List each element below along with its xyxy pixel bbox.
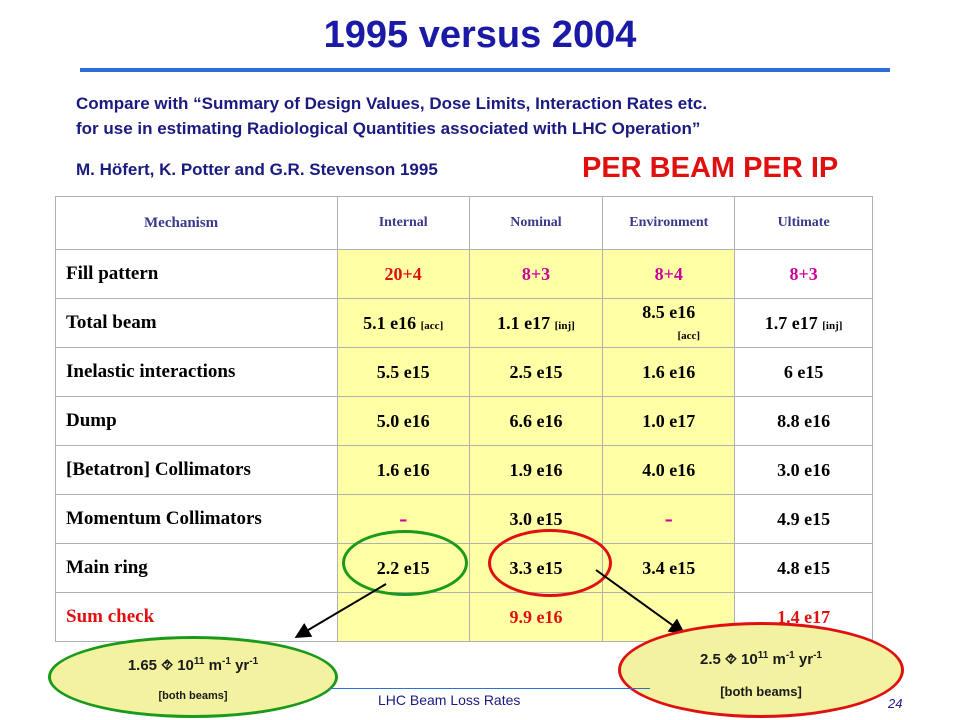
callout-right-note: [both beams] bbox=[720, 684, 802, 699]
cell-environment: 1.6 e16 bbox=[602, 347, 736, 397]
cell-value: 1.1 e17 bbox=[497, 312, 551, 333]
cell-note: [inj] bbox=[554, 319, 575, 332]
table-row: Momentum Collimators - 3.0 e15 - 4.9 e15 bbox=[55, 494, 873, 544]
header-internal: Internal bbox=[336, 196, 470, 250]
row-label: Inelastic interactions bbox=[55, 347, 338, 397]
cell-internal bbox=[336, 592, 470, 642]
table-row: Total beam 5.1 e16 [acc] 1.1 e17 [inj] 8… bbox=[55, 298, 873, 348]
cell-nominal: 1.1 e17 [inj] bbox=[468, 298, 604, 348]
table-row: Inelastic interactions 5.5 e15 2.5 e15 1… bbox=[55, 347, 873, 397]
row-label: Dump bbox=[55, 396, 338, 446]
cell-environment: 1.0 e17 bbox=[602, 396, 736, 446]
cell-internal: 20+4 bbox=[336, 249, 470, 299]
arrow-right bbox=[595, 569, 686, 635]
highlight-circle-internal bbox=[342, 530, 468, 596]
diamond-icon: ⯑ bbox=[161, 657, 174, 674]
footer-title: LHC Beam Loss Rates bbox=[378, 692, 521, 708]
cell-ultimate: 4.9 e15 bbox=[734, 494, 873, 544]
footer-rule bbox=[330, 688, 650, 689]
cell-ultimate: 8+3 bbox=[734, 249, 873, 299]
cell-ultimate: 6 e15 bbox=[734, 347, 873, 397]
callout-right bbox=[618, 622, 904, 718]
cell-value: 8.5 e16 bbox=[642, 302, 696, 322]
row-label: Main ring bbox=[55, 543, 338, 593]
cell-value: 5.1 e16 bbox=[363, 312, 417, 333]
cell-nominal: 2.5 e15 bbox=[468, 347, 604, 397]
cell-nominal: 6.6 e16 bbox=[468, 396, 604, 446]
callout-right-value: 2.5 ⯑ 1011 m-1 yr-1 bbox=[699, 650, 822, 668]
title-underline bbox=[80, 68, 890, 72]
cell-ultimate: 1.7 e17 [inj] bbox=[734, 298, 873, 348]
table-row: Sum check 9.9 e16 1.4 e17 bbox=[55, 592, 873, 642]
per-beam-per-ip-label: PER BEAM PER IP bbox=[582, 152, 839, 184]
row-label: Total beam bbox=[55, 298, 338, 348]
cell-internal: 1.6 e16 bbox=[336, 445, 470, 495]
cell-environment: - bbox=[602, 494, 736, 544]
authors-line: M. Höfert, K. Potter and G.R. Stevenson … bbox=[76, 160, 438, 179]
cell-note: [inj] bbox=[822, 319, 843, 332]
cell-ultimate: 4.8 e15 bbox=[734, 543, 873, 593]
cell-nominal: 8+3 bbox=[468, 249, 604, 299]
highlight-circle-nominal bbox=[488, 529, 612, 597]
cell-internal: - bbox=[336, 494, 470, 544]
callout-left-value: 1.65 ⯑ 1011 m-1 yr-1 bbox=[127, 656, 259, 674]
header-environment: Environment bbox=[602, 196, 736, 250]
cell-internal: 5.1 e16 [acc] bbox=[336, 298, 470, 348]
cell-ultimate: 3.0 e16 bbox=[734, 445, 873, 495]
diamond-icon: ⯑ bbox=[725, 651, 737, 668]
table-row: [Betatron] Collimators 1.6 e16 1.9 e16 4… bbox=[55, 445, 873, 495]
table-row: Dump 5.0 e16 6.6 e16 1.0 e17 8.8 e16 bbox=[55, 396, 873, 446]
header-ultimate: Ultimate bbox=[734, 196, 873, 250]
page-number: 24 bbox=[888, 696, 903, 711]
cell-note: [acc] bbox=[677, 330, 701, 342]
callout-left-note: [both beams] bbox=[158, 690, 228, 702]
cell-environment: 8.5 e16 [acc] bbox=[602, 298, 736, 348]
row-label: Sum check bbox=[55, 592, 338, 642]
cell-internal: 5.0 e16 bbox=[336, 396, 470, 446]
row-label: Momentum Collimators bbox=[55, 494, 338, 544]
cell-internal: 5.5 e15 bbox=[336, 347, 470, 397]
slide-title: 1995 versus 2004 bbox=[323, 14, 637, 56]
cell-ultimate: 8.8 e16 bbox=[734, 396, 873, 446]
header-nominal: Nominal bbox=[468, 196, 604, 250]
cell-value: 1.7 e17 bbox=[764, 312, 818, 333]
comparison-table: Mechanism Internal Nominal Environment U… bbox=[55, 196, 873, 642]
compare-line-1: Compare with “Summary of Design Values, … bbox=[76, 94, 708, 113]
cell-environment: 4.0 e16 bbox=[602, 445, 736, 495]
cell-note: [acc] bbox=[420, 319, 444, 332]
header-mechanism: Mechanism bbox=[55, 196, 338, 250]
arrow-left bbox=[294, 583, 387, 639]
cell-environment: 8+4 bbox=[602, 249, 736, 299]
table-header-row: Mechanism Internal Nominal Environment U… bbox=[55, 196, 873, 250]
callout-left bbox=[48, 636, 338, 718]
cell-nominal: 1.9 e16 bbox=[468, 445, 604, 495]
compare-line-2: for use in estimating Radiological Quant… bbox=[76, 119, 701, 138]
